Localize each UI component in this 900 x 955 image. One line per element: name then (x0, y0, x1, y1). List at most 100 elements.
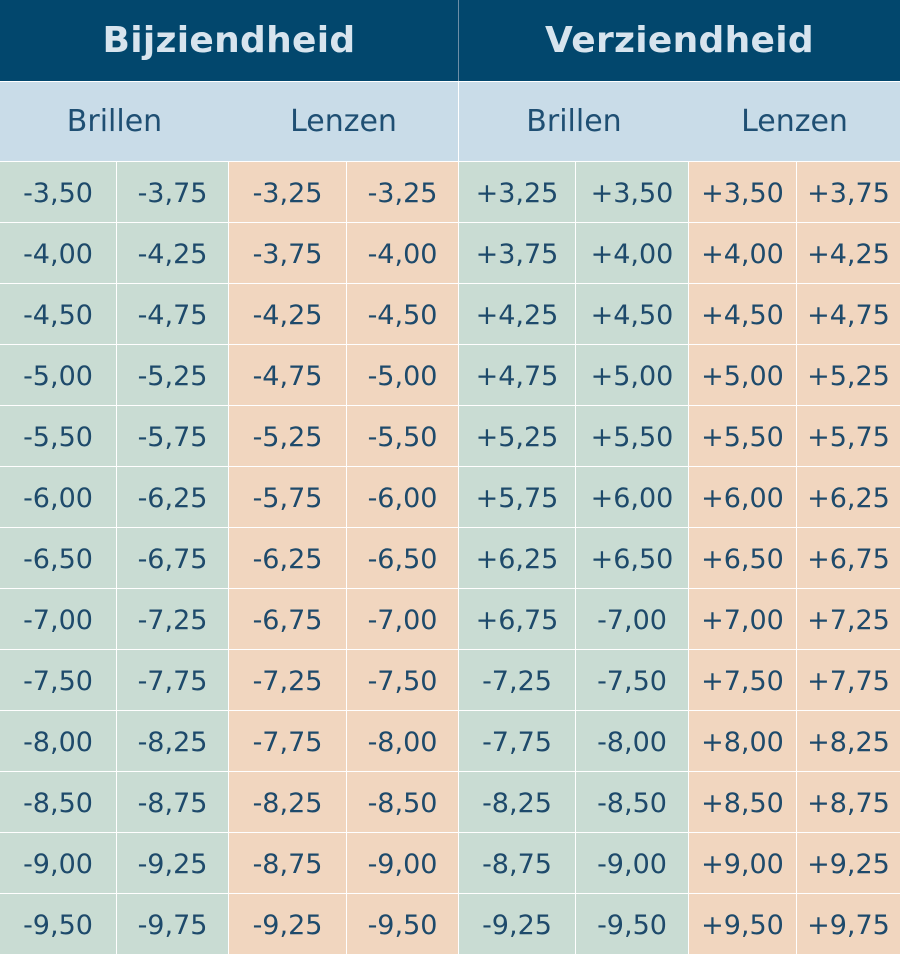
header-myopia: Bijziendheid (0, 0, 459, 81)
table-cell-myopia-lenses: -4,00 (347, 222, 459, 283)
table-cell-myopia-lenses: -6,25 (229, 527, 347, 588)
table-cell-myopia-lenses: -3,25 (347, 161, 459, 222)
table-cell-hyperopia-lenses: +5,00 (689, 344, 797, 405)
table-cell-hyperopia-glasses: +5,00 (576, 344, 689, 405)
table-cell-hyperopia-glasses: -8,25 (459, 771, 576, 832)
table-cell-myopia-lenses: -8,25 (229, 771, 347, 832)
table-cell-hyperopia-lenses: +7,25 (797, 588, 900, 649)
table-cell-myopia-glasses: -5,50 (0, 405, 117, 466)
table-cell-hyperopia-glasses: -7,25 (459, 649, 576, 710)
table-cell-hyperopia-lenses: +3,50 (689, 161, 797, 222)
table-cell-myopia-glasses: -4,00 (0, 222, 117, 283)
table-cell-myopia-lenses: -4,75 (229, 344, 347, 405)
table-cell-hyperopia-glasses: +3,75 (459, 222, 576, 283)
table-cell-myopia-lenses: -7,75 (229, 710, 347, 771)
table-cell-myopia-glasses: -5,25 (117, 344, 229, 405)
table-cell-myopia-glasses: -9,75 (117, 893, 229, 954)
table-cell-hyperopia-lenses: +6,00 (689, 466, 797, 527)
header-hyperopia: Verziendheid (459, 0, 900, 81)
table-cell-myopia-glasses: -7,25 (117, 588, 229, 649)
table-cell-hyperopia-glasses: -9,00 (576, 832, 689, 893)
table-cell-myopia-glasses: -6,75 (117, 527, 229, 588)
table-cell-hyperopia-glasses: +3,50 (576, 161, 689, 222)
table-cell-myopia-lenses: -4,25 (229, 283, 347, 344)
table-cell-myopia-lenses: -8,75 (229, 832, 347, 893)
table-cell-myopia-lenses: -3,25 (229, 161, 347, 222)
subheader-hyperopia-lenses: Lenzen (689, 81, 900, 161)
table-cell-myopia-glasses: -8,00 (0, 710, 117, 771)
table-cell-myopia-lenses: -5,25 (229, 405, 347, 466)
table-cell-hyperopia-lenses: +4,50 (689, 283, 797, 344)
table-cell-hyperopia-lenses: +9,75 (797, 893, 900, 954)
table-cell-myopia-lenses: -9,25 (229, 893, 347, 954)
table-cell-hyperopia-lenses: +4,25 (797, 222, 900, 283)
table-cell-hyperopia-glasses: +5,50 (576, 405, 689, 466)
table-cell-hyperopia-lenses: +9,50 (689, 893, 797, 954)
table-cell-myopia-glasses: -8,75 (117, 771, 229, 832)
table-cell-hyperopia-lenses: +6,25 (797, 466, 900, 527)
table-cell-myopia-glasses: -5,75 (117, 405, 229, 466)
table-cell-myopia-glasses: -7,00 (0, 588, 117, 649)
table-cell-myopia-lenses: -8,00 (347, 710, 459, 771)
table-cell-hyperopia-lenses: +8,50 (689, 771, 797, 832)
table-cell-hyperopia-glasses: +5,25 (459, 405, 576, 466)
table-cell-myopia-lenses: -3,75 (229, 222, 347, 283)
table-cell-myopia-glasses: -5,00 (0, 344, 117, 405)
table-cell-hyperopia-glasses: -8,75 (459, 832, 576, 893)
table-cell-myopia-lenses: -9,50 (347, 893, 459, 954)
table-cell-myopia-lenses: -8,50 (347, 771, 459, 832)
table-cell-hyperopia-glasses: -8,00 (576, 710, 689, 771)
table-cell-hyperopia-lenses: +3,75 (797, 161, 900, 222)
table-cell-hyperopia-lenses: +8,00 (689, 710, 797, 771)
table-cell-myopia-lenses: -7,00 (347, 588, 459, 649)
subheader-myopia-lenses: Lenzen (229, 81, 459, 161)
subheader-hyperopia-glasses: Brillen (459, 81, 689, 161)
table-cell-myopia-glasses: -7,75 (117, 649, 229, 710)
table-cell-myopia-lenses: -6,00 (347, 466, 459, 527)
table-cell-myopia-lenses: -4,50 (347, 283, 459, 344)
table-cell-hyperopia-lenses: +6,75 (797, 527, 900, 588)
table-cell-hyperopia-glasses: +4,75 (459, 344, 576, 405)
table-cell-hyperopia-glasses: +6,25 (459, 527, 576, 588)
table-cell-hyperopia-glasses: -8,50 (576, 771, 689, 832)
table-cell-hyperopia-glasses: -7,00 (576, 588, 689, 649)
table-cell-hyperopia-lenses: +8,25 (797, 710, 900, 771)
table-cell-hyperopia-glasses: +6,50 (576, 527, 689, 588)
table-cell-myopia-glasses: -6,25 (117, 466, 229, 527)
table-cell-myopia-lenses: -6,75 (229, 588, 347, 649)
table-cell-myopia-glasses: -6,00 (0, 466, 117, 527)
table-cell-hyperopia-glasses: +4,25 (459, 283, 576, 344)
table-cell-myopia-glasses: -9,50 (0, 893, 117, 954)
table-cell-hyperopia-glasses: +5,75 (459, 466, 576, 527)
table-cell-hyperopia-lenses: +7,50 (689, 649, 797, 710)
table-cell-myopia-lenses: -9,00 (347, 832, 459, 893)
table-cell-hyperopia-lenses: +8,75 (797, 771, 900, 832)
table-cell-myopia-glasses: -4,25 (117, 222, 229, 283)
table-cell-hyperopia-glasses: +3,25 (459, 161, 576, 222)
table-cell-myopia-lenses: -5,00 (347, 344, 459, 405)
table-cell-hyperopia-glasses: +4,50 (576, 283, 689, 344)
table-cell-hyperopia-glasses: -7,50 (576, 649, 689, 710)
table-cell-myopia-glasses: -3,50 (0, 161, 117, 222)
table-cell-myopia-glasses: -7,50 (0, 649, 117, 710)
table-cell-myopia-glasses: -9,25 (117, 832, 229, 893)
table-cell-hyperopia-lenses: +9,25 (797, 832, 900, 893)
table-cell-hyperopia-lenses: +9,00 (689, 832, 797, 893)
table-cell-hyperopia-lenses: +7,00 (689, 588, 797, 649)
table-cell-myopia-lenses: -7,50 (347, 649, 459, 710)
table-cell-hyperopia-lenses: +4,00 (689, 222, 797, 283)
table-cell-hyperopia-lenses: +6,50 (689, 527, 797, 588)
table-cell-myopia-glasses: -4,75 (117, 283, 229, 344)
table-cell-hyperopia-lenses: +5,75 (797, 405, 900, 466)
table-cell-hyperopia-lenses: +5,50 (689, 405, 797, 466)
table-cell-myopia-lenses: -7,25 (229, 649, 347, 710)
subheader-myopia-glasses: Brillen (0, 81, 229, 161)
table-cell-hyperopia-glasses: -7,75 (459, 710, 576, 771)
table-cell-hyperopia-lenses: +5,25 (797, 344, 900, 405)
table-cell-myopia-lenses: -5,50 (347, 405, 459, 466)
table-cell-hyperopia-lenses: +4,75 (797, 283, 900, 344)
table-cell-myopia-glasses: -8,25 (117, 710, 229, 771)
table-cell-hyperopia-glasses: +6,00 (576, 466, 689, 527)
table-cell-hyperopia-glasses: +6,75 (459, 588, 576, 649)
